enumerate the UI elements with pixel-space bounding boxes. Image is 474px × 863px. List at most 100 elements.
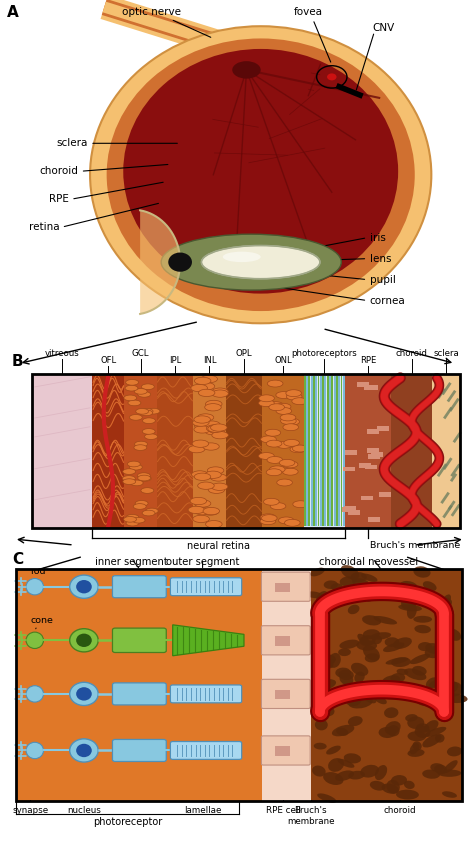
Circle shape (134, 444, 147, 450)
Ellipse shape (410, 654, 430, 665)
Ellipse shape (425, 643, 443, 654)
Circle shape (191, 384, 208, 392)
Ellipse shape (26, 686, 44, 702)
Ellipse shape (374, 696, 387, 704)
Ellipse shape (26, 632, 44, 648)
Ellipse shape (414, 625, 431, 633)
Circle shape (132, 518, 145, 523)
Ellipse shape (447, 682, 463, 696)
Ellipse shape (76, 633, 92, 647)
Circle shape (198, 482, 214, 489)
Bar (275, 636, 290, 646)
Bar (309, 376, 310, 526)
Ellipse shape (442, 791, 457, 797)
Ellipse shape (439, 595, 451, 609)
Ellipse shape (434, 598, 452, 611)
Circle shape (123, 469, 136, 475)
Bar (359, 463, 371, 468)
Circle shape (290, 446, 306, 453)
FancyBboxPatch shape (112, 683, 166, 705)
Ellipse shape (324, 581, 338, 589)
Text: lens: lens (370, 254, 391, 263)
Circle shape (259, 395, 274, 402)
Circle shape (126, 380, 138, 385)
Circle shape (194, 507, 211, 515)
Bar (368, 517, 380, 521)
Circle shape (327, 73, 337, 80)
Ellipse shape (321, 700, 335, 709)
Ellipse shape (413, 566, 430, 577)
Ellipse shape (398, 604, 422, 611)
Ellipse shape (386, 688, 406, 700)
Ellipse shape (383, 689, 398, 699)
Circle shape (141, 488, 154, 494)
Circle shape (143, 418, 155, 424)
Circle shape (210, 424, 227, 432)
Ellipse shape (416, 699, 431, 706)
Circle shape (292, 445, 308, 452)
Bar (17, 569, 262, 801)
Ellipse shape (384, 708, 399, 718)
Circle shape (122, 476, 135, 482)
Text: neural retina: neural retina (187, 541, 250, 551)
Circle shape (194, 422, 211, 429)
Ellipse shape (404, 668, 427, 680)
Circle shape (145, 434, 157, 439)
Bar (331, 376, 333, 526)
Text: choroid: choroid (396, 349, 428, 357)
Bar (306, 376, 308, 526)
Ellipse shape (428, 680, 441, 688)
Circle shape (190, 497, 207, 505)
Circle shape (208, 486, 225, 494)
Text: cornea: cornea (370, 296, 405, 306)
Circle shape (211, 483, 228, 490)
Ellipse shape (397, 669, 408, 675)
Circle shape (205, 404, 221, 411)
Ellipse shape (422, 770, 440, 778)
Ellipse shape (443, 694, 467, 703)
FancyBboxPatch shape (170, 685, 242, 702)
Ellipse shape (375, 765, 387, 780)
Circle shape (124, 516, 137, 522)
Bar (338, 376, 340, 526)
Ellipse shape (415, 726, 430, 738)
Ellipse shape (346, 694, 361, 706)
Circle shape (125, 386, 138, 391)
Circle shape (137, 473, 150, 478)
Circle shape (206, 425, 223, 432)
Ellipse shape (428, 689, 439, 697)
Bar (371, 452, 383, 457)
Text: Bruch's
membrane: Bruch's membrane (287, 806, 334, 826)
Ellipse shape (381, 675, 401, 687)
Text: inner segment: inner segment (95, 557, 168, 567)
Circle shape (142, 510, 155, 516)
Ellipse shape (391, 658, 411, 667)
Circle shape (259, 452, 274, 459)
Ellipse shape (331, 583, 343, 591)
Ellipse shape (412, 741, 422, 751)
Circle shape (269, 404, 284, 411)
Ellipse shape (70, 628, 98, 652)
Ellipse shape (318, 660, 335, 670)
Ellipse shape (351, 572, 367, 583)
Circle shape (206, 520, 222, 528)
Ellipse shape (440, 682, 458, 695)
Ellipse shape (425, 646, 443, 658)
Ellipse shape (425, 720, 438, 732)
Circle shape (276, 442, 292, 449)
Ellipse shape (304, 591, 323, 598)
Ellipse shape (70, 739, 98, 762)
Text: rod: rod (30, 567, 46, 576)
Circle shape (205, 427, 221, 435)
Text: sclera: sclera (56, 138, 88, 148)
Circle shape (209, 426, 225, 433)
Ellipse shape (351, 663, 368, 676)
Bar (226, 374, 263, 528)
Ellipse shape (360, 765, 379, 778)
Text: choroid: choroid (384, 806, 417, 816)
Circle shape (134, 388, 147, 394)
FancyBboxPatch shape (112, 576, 166, 598)
Circle shape (128, 400, 141, 406)
Circle shape (260, 513, 276, 520)
Ellipse shape (313, 679, 336, 690)
